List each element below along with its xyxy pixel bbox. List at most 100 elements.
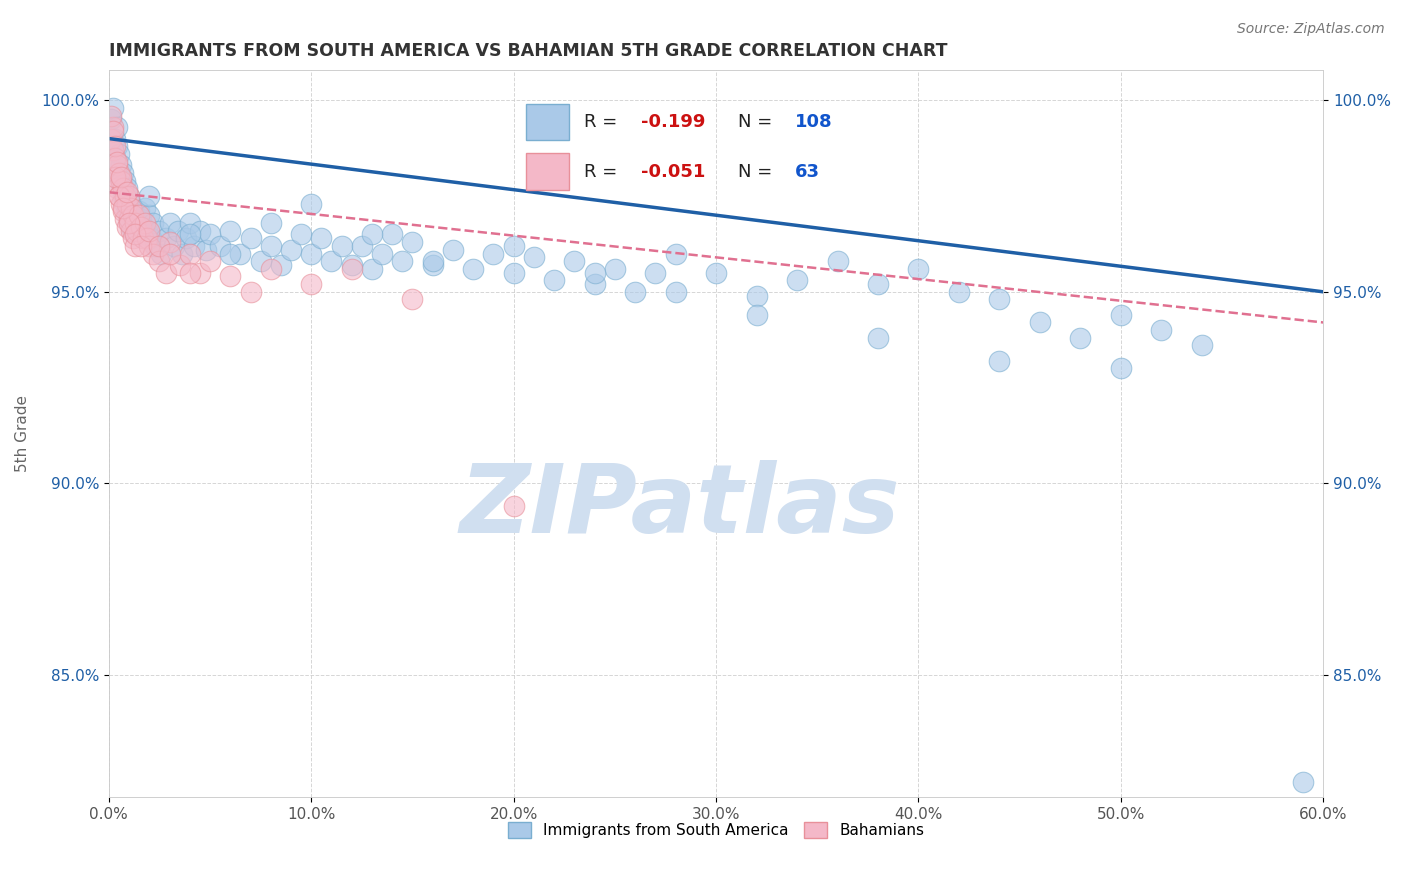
Point <box>381 227 404 242</box>
Point <box>183 239 205 253</box>
Point <box>179 216 201 230</box>
Text: ZIPatlas: ZIPatlas <box>460 460 900 553</box>
Point <box>866 331 889 345</box>
Text: IMMIGRANTS FROM SOUTH AMERICA VS BAHAMIAN 5TH GRADE CORRELATION CHART: IMMIGRANTS FROM SOUTH AMERICA VS BAHAMIA… <box>108 42 948 60</box>
Point <box>105 158 128 172</box>
Point <box>543 273 565 287</box>
Point <box>111 189 134 203</box>
Point <box>603 261 626 276</box>
Point <box>988 293 1011 307</box>
Point <box>340 261 363 276</box>
Point <box>128 208 150 222</box>
Point <box>1109 308 1132 322</box>
Point <box>827 254 849 268</box>
Point <box>664 285 686 299</box>
Point <box>907 261 929 276</box>
Point <box>108 147 131 161</box>
Point <box>169 258 191 272</box>
Point <box>482 246 505 260</box>
Point <box>118 189 141 203</box>
Point <box>150 246 173 260</box>
Point <box>239 285 262 299</box>
Point <box>321 254 343 268</box>
Point <box>280 243 302 257</box>
Point <box>108 169 131 184</box>
Point <box>188 266 211 280</box>
Point <box>988 353 1011 368</box>
Point <box>260 261 283 276</box>
Point <box>101 124 124 138</box>
Point <box>155 266 177 280</box>
Point <box>104 131 127 145</box>
Point <box>148 223 170 237</box>
Point <box>209 239 232 253</box>
Point <box>391 254 413 268</box>
Point <box>1109 361 1132 376</box>
Point <box>704 266 727 280</box>
Point <box>299 277 322 292</box>
Point <box>122 204 145 219</box>
Point <box>422 258 444 272</box>
Point <box>1069 331 1091 345</box>
Point <box>118 216 141 230</box>
Point <box>110 174 132 188</box>
Point <box>111 181 134 195</box>
Point <box>110 158 132 172</box>
Point <box>502 500 524 514</box>
Point <box>311 231 333 245</box>
Point <box>624 285 647 299</box>
Point <box>128 204 150 219</box>
Point <box>120 201 142 215</box>
Point <box>111 204 134 219</box>
Point <box>118 189 141 203</box>
Point <box>866 277 889 292</box>
Point <box>124 239 146 253</box>
Point <box>122 223 145 237</box>
Point <box>136 223 159 237</box>
Point <box>159 235 181 249</box>
Point <box>129 212 152 227</box>
Point <box>114 189 136 203</box>
Point <box>129 219 152 234</box>
Point <box>120 219 142 234</box>
Point <box>104 169 127 184</box>
Point <box>100 109 122 123</box>
Point <box>299 246 322 260</box>
Point <box>166 223 188 237</box>
Point <box>128 227 150 242</box>
Point <box>299 196 322 211</box>
Point <box>290 227 312 242</box>
Point <box>745 308 768 322</box>
Point <box>664 246 686 260</box>
Point <box>148 239 170 253</box>
Point <box>134 201 156 215</box>
Point <box>110 178 132 192</box>
Point <box>115 196 138 211</box>
Point <box>108 189 131 203</box>
Point <box>229 246 252 260</box>
Point <box>108 166 131 180</box>
Point <box>142 246 165 260</box>
Point <box>110 196 132 211</box>
Point <box>502 239 524 253</box>
Point <box>174 231 197 245</box>
Text: Source: ZipAtlas.com: Source: ZipAtlas.com <box>1237 22 1385 37</box>
Point <box>330 239 353 253</box>
Point <box>502 266 524 280</box>
Point <box>100 131 122 145</box>
Point <box>108 189 131 203</box>
Point <box>127 216 149 230</box>
Point <box>124 208 146 222</box>
Point <box>118 212 141 227</box>
Point <box>105 139 128 153</box>
Point <box>170 246 193 260</box>
Point <box>361 227 384 242</box>
Point <box>644 266 666 280</box>
Point <box>105 154 128 169</box>
Point <box>583 277 606 292</box>
Point <box>120 196 142 211</box>
Point <box>148 254 170 268</box>
Point <box>239 231 262 245</box>
Point <box>114 174 136 188</box>
Point <box>132 231 155 245</box>
